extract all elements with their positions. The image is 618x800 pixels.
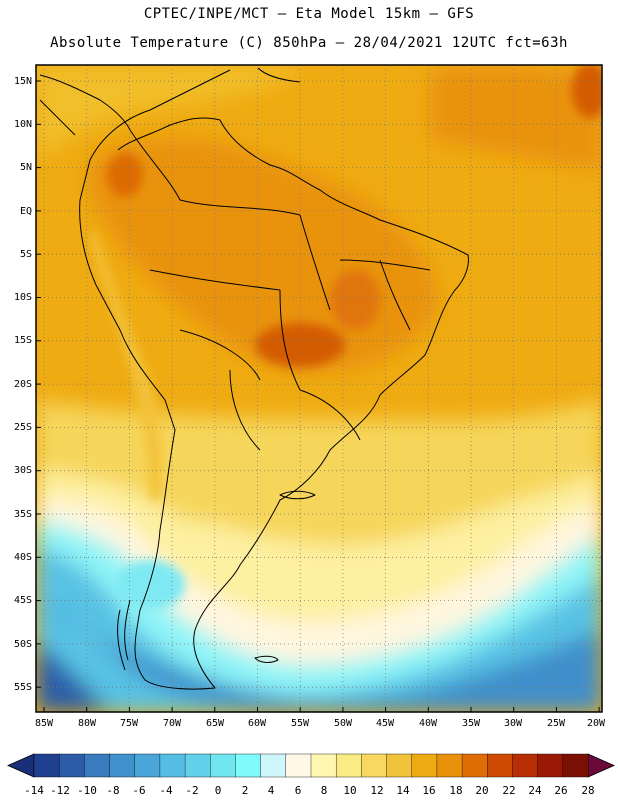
lat-label-5s: 5S [20, 249, 32, 260]
map-frame [35, 64, 603, 713]
colorbar-swatch [436, 753, 463, 778]
colorbar-label: 16 [422, 784, 435, 797]
lat-label-35s: 35S [14, 509, 32, 520]
colorbar-label: 22 [502, 784, 515, 797]
colorbar-label: 20 [475, 784, 488, 797]
colorbar-label: 6 [295, 784, 302, 797]
colorbar-swatch [310, 753, 337, 778]
colorbar-label: 2 [242, 784, 249, 797]
colorbar-swatch [386, 753, 413, 778]
lon-label-60w: 60W [248, 718, 267, 729]
colorbar-swatch [84, 753, 111, 778]
lat-label-45s: 45S [14, 595, 32, 606]
lon-label-35w: 35W [462, 718, 481, 729]
lon-label-65w: 65W [206, 718, 225, 729]
lat-label-10s: 10S [14, 292, 32, 303]
colorbar-swatch [562, 753, 589, 778]
colorbar-swatch [109, 753, 136, 778]
lat-label-15n: 15N [14, 76, 32, 87]
colorbar-swatch [210, 753, 237, 778]
lat-label-20s: 20S [14, 379, 32, 390]
lat-label-30s: 30S [14, 465, 32, 476]
lon-label-40w: 40W [419, 718, 438, 729]
colorbar-label: -8 [106, 784, 119, 797]
colorbar-arrow-right [587, 753, 615, 778]
colorbar-arrow-left [7, 753, 35, 778]
lat-label-50s: 50S [14, 639, 32, 650]
colorbar-label: 8 [321, 784, 328, 797]
lat-label-25s: 25S [14, 422, 32, 433]
lon-label-75w: 75W [120, 718, 139, 729]
colorbar-label: -14 [24, 784, 44, 797]
lat-label-15s: 15S [14, 335, 32, 346]
colorbar-swatch [285, 753, 312, 778]
lon-label-30w: 30W [504, 718, 523, 729]
lon-label-45w: 45W [376, 718, 395, 729]
colorbar-label: -4 [159, 784, 173, 797]
colorbar-swatch [235, 753, 262, 778]
colorbar-label: 0 [215, 784, 222, 797]
colorbar-label: 28 [581, 784, 594, 797]
colorbar-label: 10 [343, 784, 356, 797]
lon-label-85w: 85W [35, 718, 54, 729]
colorbar-swatch [411, 753, 438, 778]
colorbar-labels: -14 -12 -10 -8 -6 -4 -2 0 2 4 6 8 10 12 … [24, 784, 595, 797]
colorbar-label: 14 [396, 784, 410, 797]
colorbar-swatch [537, 753, 564, 778]
colorbar-label: -12 [50, 784, 70, 797]
colorbar-swatch [58, 753, 85, 778]
temperature-field [36, 65, 602, 712]
axis-ticks [36, 80, 600, 712]
lon-label-70w: 70W [163, 718, 182, 729]
colorbar-swatch [461, 753, 488, 778]
colorbar-label: 18 [449, 784, 462, 797]
colorbar-swatch [487, 753, 514, 778]
lon-label-20w: 20W [587, 718, 606, 729]
lat-label-eq: EQ [20, 206, 32, 217]
colorbar-swatch [260, 753, 287, 778]
lat-label-10n: 10N [14, 119, 32, 130]
chart-title-line1: CPTEC/INPE/MCT – Eta Model 15km – GFS [143, 6, 475, 22]
chart-title-line2: Absolute Temperature (C) 850hPa – 28/04/… [50, 35, 568, 51]
lon-label-50w: 50W [334, 718, 353, 729]
latitude-labels: 15N 10N 5N EQ 5S 10S 15S 20S 25S 30S 35S… [14, 76, 32, 693]
colorbar-label: 12 [370, 784, 383, 797]
colorbar-swatch [335, 753, 362, 778]
colorbar-swatch [512, 753, 539, 778]
colorbar-label: 24 [528, 784, 542, 797]
lon-label-80w: 80W [78, 718, 97, 729]
colorbar [7, 753, 615, 778]
colorbar-label: 26 [554, 784, 567, 797]
colorbar-label: -10 [77, 784, 97, 797]
lon-label-25w: 25W [547, 718, 566, 729]
colorbar-label: -6 [132, 784, 145, 797]
lon-label-55w: 55W [291, 718, 310, 729]
coastline-outline [39, 67, 469, 690]
colorbar-label: -2 [185, 784, 198, 797]
longitude-labels: 85W 80W 75W 70W 65W 60W 55W 50W 45W 40W … [35, 718, 606, 729]
lat-label-5n: 5N [20, 162, 32, 173]
colorbar-swatch [184, 753, 211, 778]
colorbar-swatch [33, 753, 60, 778]
colorbar-swatch [134, 753, 161, 778]
colorbar-swatch [361, 753, 388, 778]
colorbar-swatch [159, 753, 186, 778]
colorbar-label: 4 [268, 784, 275, 797]
lat-label-55s: 55S [14, 682, 32, 693]
lat-label-40s: 40S [14, 552, 32, 563]
